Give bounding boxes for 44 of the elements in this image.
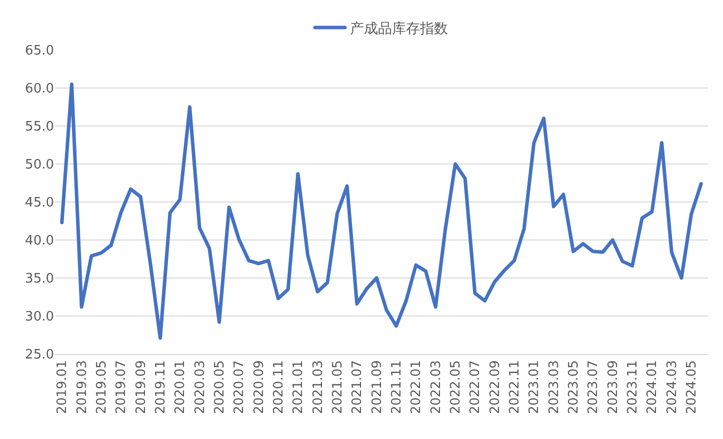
x-tick-label: 2019.07 [114,360,130,414]
x-tick-label: 2022.09 [488,360,503,414]
legend-label: 产成品库存指数 [350,20,448,37]
x-tick-label: 2020.01 [173,360,188,414]
x-tick-label: 2019.11 [153,360,168,414]
y-tick-label: 60.0 [25,82,54,97]
x-tick-label: 2020.07 [232,360,248,414]
x-tick-label: 2020.11 [271,360,286,414]
x-tick-label: 2022.03 [428,360,444,414]
x-tick-label: 2021.03 [310,360,326,414]
x-tick-label: 2023.09 [606,360,621,414]
x-tick-label: 2023.07 [586,360,602,414]
y-tick-label: 45.0 [25,196,54,211]
y-tick-label: 40.0 [25,234,54,249]
x-tick-label: 2019.09 [134,360,149,414]
x-tick-label: 2021.07 [350,360,366,414]
y-tick-label: 50.0 [25,158,54,173]
x-tick-label: 2022.11 [507,360,522,414]
y-tick-label: 25.0 [25,348,54,363]
x-tick-label: 2021.01 [291,360,306,414]
x-tick-label: 2022.07 [468,360,484,414]
x-tick-label: 2020.03 [192,360,208,414]
x-tick-label: 2021.05 [330,360,346,414]
x-tick-label: 2022.05 [448,360,464,414]
x-tick-label: 2021.11 [389,360,404,414]
y-tick-label: 30.0 [25,310,54,325]
x-tick-label: 2019.01 [55,360,70,414]
y-tick-label: 35.0 [25,272,54,287]
x-tick-label: 2022.01 [409,360,424,414]
x-tick-label: 2020.09 [252,360,267,414]
x-tick-label: 2024.01 [645,360,660,414]
x-tick-label: 2021.09 [370,360,385,414]
line-series [60,82,703,340]
x-tick-label: 2023.01 [527,360,542,414]
x-tick-label: 2023.11 [626,360,641,414]
x-tick-label: 2019.05 [94,360,110,414]
x-tick-label: 2023.03 [546,360,562,414]
y-tick-label: 55.0 [25,120,54,135]
x-tick-label: 2024.05 [684,360,700,414]
x-tick-label: 2023.05 [566,360,582,414]
x-tick-label: 2019.03 [74,360,90,414]
x-tick-label: 2024.03 [664,360,680,414]
x-tick-label: 2020.05 [212,360,228,414]
y-tick-label: 65.0 [25,44,54,59]
